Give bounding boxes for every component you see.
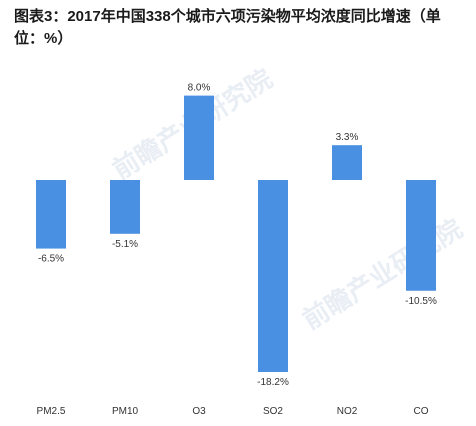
bar-co <box>406 180 436 291</box>
data-label: -6.5% <box>38 254 64 265</box>
data-label: -10.5% <box>405 296 437 307</box>
data-label: 8.0% <box>188 83 211 94</box>
bar-pm25 <box>36 180 66 249</box>
data-label: 3.3% <box>336 132 359 143</box>
bar-no2 <box>332 145 362 180</box>
category-label: SO2 <box>263 406 283 417</box>
chart-title: 图表3：2017年中国338个城市六项污染物平均浓度同比增速（单位：%） <box>14 8 441 47</box>
watermark-logo: 前瞻产业研究院 <box>297 213 467 335</box>
value-labels-group: -6.5% -5.1% 8.0% -18.2% 3.3% -10.5% <box>38 83 437 388</box>
bars-group <box>36 95 436 372</box>
category-label: PM2.5 <box>37 406 66 417</box>
bar-o3 <box>184 95 214 180</box>
data-label: -5.1% <box>112 239 138 250</box>
category-label: O3 <box>192 406 206 417</box>
data-label: -18.2% <box>257 377 289 388</box>
category-label: NO2 <box>337 406 358 417</box>
category-labels-group: PM2.5 PM10 O3 SO2 NO2 CO <box>37 406 429 417</box>
category-label: CO <box>414 406 429 417</box>
category-label: PM10 <box>112 406 139 417</box>
bar-pm10 <box>110 180 140 234</box>
bar-so2 <box>258 180 288 372</box>
